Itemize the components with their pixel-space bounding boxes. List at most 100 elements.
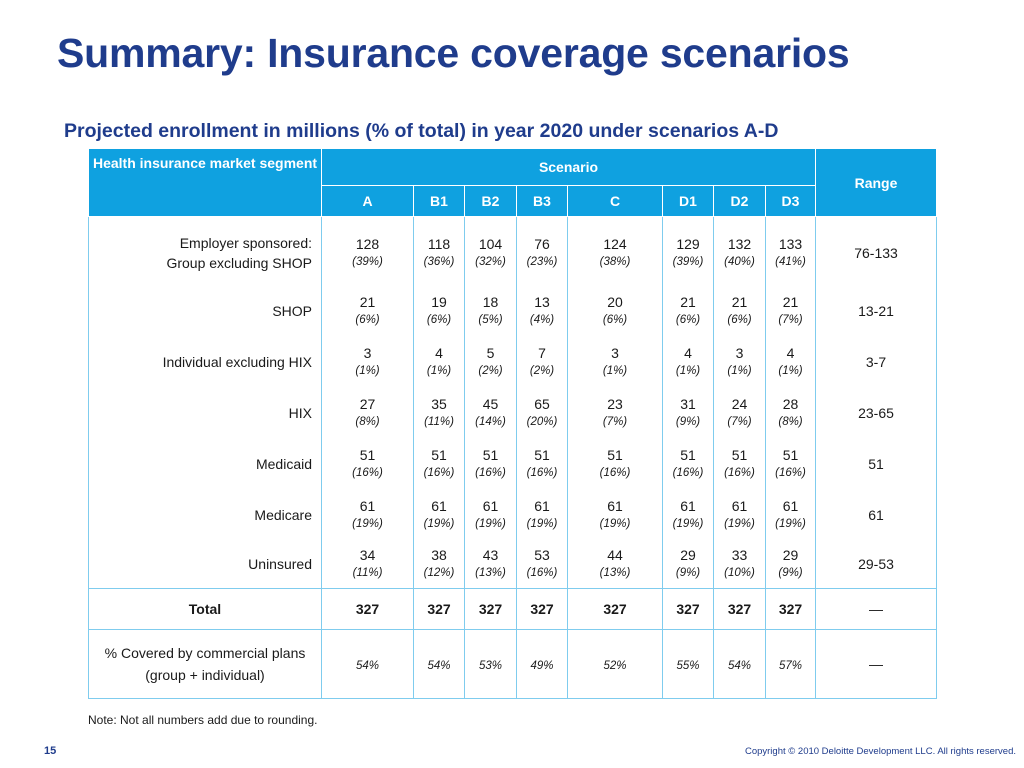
value-cell: 4 (1%) bbox=[662, 336, 714, 387]
enrollment-value: 133 bbox=[778, 236, 803, 252]
share-percent: (36%) bbox=[423, 256, 455, 268]
enrollment-value: 3 bbox=[363, 344, 372, 361]
share-percent: (1%) bbox=[355, 364, 380, 377]
share-percent: (6%) bbox=[675, 313, 701, 326]
covered-percent: 52% bbox=[603, 660, 627, 672]
enrollment-value: 34 bbox=[359, 547, 376, 563]
total-value: 327 bbox=[464, 588, 517, 630]
total-value: 327 bbox=[516, 588, 568, 630]
enrollment-value: 3 bbox=[611, 344, 619, 361]
enrollment-value: 18 bbox=[482, 293, 499, 310]
enrollment-value: 4 bbox=[684, 344, 692, 361]
table-row: SHOP 21 (6%) 19 (6%) 18 (5%) 13 (4%) 20 (6%) 21 (6%)… bbox=[88, 285, 938, 336]
covered-label: % Covered by commercial plans (group + i… bbox=[88, 629, 322, 699]
table-row: Employer sponsored: Group excluding SHOP 1… bbox=[88, 216, 938, 285]
enrollment-value: 124 bbox=[603, 236, 627, 252]
enrollment-value: 29 bbox=[782, 547, 799, 563]
value-cell: 29 (9%) bbox=[662, 540, 714, 589]
share-percent: (9%) bbox=[675, 567, 701, 579]
total-value: 327 bbox=[662, 588, 714, 630]
share-percent: (7%) bbox=[602, 415, 628, 428]
share-percent: (10%) bbox=[724, 567, 755, 579]
share-percent: (14%) bbox=[475, 415, 506, 428]
value-cell: 51 (16%) bbox=[567, 438, 663, 489]
share-percent: (11%) bbox=[424, 415, 454, 428]
total-row: Total 327 327 327 327 327 327 327 327— bbox=[88, 588, 938, 630]
value-cell: 61 (19%) bbox=[321, 489, 414, 540]
value-cell: 13 (4%) bbox=[516, 285, 568, 336]
enrollment-value: 31 bbox=[680, 395, 696, 412]
scenario-col-header: C bbox=[567, 185, 663, 217]
share-percent: (9%) bbox=[778, 567, 803, 579]
enrollment-value: 21 bbox=[731, 293, 748, 310]
share-percent: (20%) bbox=[526, 415, 558, 428]
share-percent: (19%) bbox=[599, 517, 631, 530]
share-percent: (19%) bbox=[672, 517, 704, 530]
enrollment-value: 51 bbox=[782, 446, 799, 463]
value-cell: 51 (16%) bbox=[321, 438, 414, 489]
scenario-col-header: B3 bbox=[516, 185, 568, 217]
enrollment-value: 61 bbox=[680, 497, 696, 514]
share-percent: (11%) bbox=[352, 567, 383, 579]
segment-label: Medicare bbox=[88, 489, 322, 540]
share-percent: (7%) bbox=[778, 313, 803, 326]
value-cell: 61 (19%) bbox=[764, 489, 817, 540]
share-percent: (1%) bbox=[778, 364, 803, 377]
value-cell: 51 (16%) bbox=[516, 438, 568, 489]
segment-label: HIX bbox=[88, 387, 322, 438]
share-percent: (19%) bbox=[423, 517, 455, 530]
value-cell: 104 (32%) bbox=[464, 216, 517, 285]
share-percent: (39%) bbox=[352, 256, 383, 268]
enrollment-value: 21 bbox=[680, 293, 696, 310]
enrollment-value: 76 bbox=[534, 236, 550, 252]
enrollment-value: 51 bbox=[482, 446, 499, 463]
share-percent: (1%) bbox=[426, 364, 452, 377]
segment-label: SHOP bbox=[88, 285, 322, 336]
scenario-col-header: D1 bbox=[662, 185, 714, 217]
covered-cell: 54% bbox=[413, 629, 465, 699]
enrollment-value: 4 bbox=[435, 344, 443, 361]
total-value: 327 bbox=[321, 588, 414, 630]
value-cell: 44 (13%) bbox=[567, 540, 663, 589]
range-value: 3-7 bbox=[815, 336, 938, 387]
value-cell: 61 (19%) bbox=[567, 489, 663, 540]
total-value: 327 bbox=[764, 588, 817, 630]
share-percent: (19%) bbox=[526, 517, 558, 530]
covered-range: — bbox=[815, 629, 938, 699]
enrollment-value: 35 bbox=[431, 395, 447, 412]
enrollment-value: 21 bbox=[359, 293, 376, 310]
table-row: Uninsured 34 (11%) 38 (12%) 43 (13%) 53 (16%) 44 (… bbox=[88, 540, 938, 589]
enrollment-value: 61 bbox=[431, 497, 447, 514]
enrollment-value: 51 bbox=[359, 446, 376, 463]
range-header: Range bbox=[815, 148, 938, 217]
enrollment-value: 51 bbox=[731, 446, 748, 463]
share-percent: (16%) bbox=[526, 466, 558, 479]
value-cell: 124 (38%) bbox=[567, 216, 663, 285]
range-value: 29-53 bbox=[815, 540, 938, 589]
share-percent: (13%) bbox=[475, 567, 506, 579]
enrollment-value: 43 bbox=[482, 547, 499, 563]
enrollment-value: 61 bbox=[782, 497, 799, 514]
share-percent: (6%) bbox=[727, 313, 752, 326]
value-cell: 61 (19%) bbox=[413, 489, 465, 540]
table-row: Medicaid 51 (16%) 51 (16%) 51 (16%) 51 (16%) 51 (1… bbox=[88, 438, 938, 489]
total-value: 327 bbox=[413, 588, 465, 630]
covered-percent: 53% bbox=[478, 660, 503, 672]
enrollment-value: 27 bbox=[359, 395, 376, 412]
value-cell: 20 (6%) bbox=[567, 285, 663, 336]
value-cell: 18 (5%) bbox=[464, 285, 517, 336]
enrollment-value: 128 bbox=[355, 236, 380, 252]
enrollment-value: 4 bbox=[786, 344, 795, 361]
value-cell: 61 (19%) bbox=[713, 489, 766, 540]
value-cell: 51 (16%) bbox=[764, 438, 817, 489]
value-cell: 3 (1%) bbox=[567, 336, 663, 387]
segment-label: Uninsured bbox=[88, 540, 322, 589]
value-cell: 53 (16%) bbox=[516, 540, 568, 589]
range-value: 13-21 bbox=[815, 285, 938, 336]
enrollment-value: 29 bbox=[680, 547, 696, 563]
share-percent: (16%) bbox=[599, 466, 631, 479]
enrollment-value: 61 bbox=[359, 497, 376, 514]
value-cell: 19 (6%) bbox=[413, 285, 465, 336]
share-percent: (2%) bbox=[529, 364, 555, 377]
enrollment-value: 23 bbox=[607, 395, 623, 412]
